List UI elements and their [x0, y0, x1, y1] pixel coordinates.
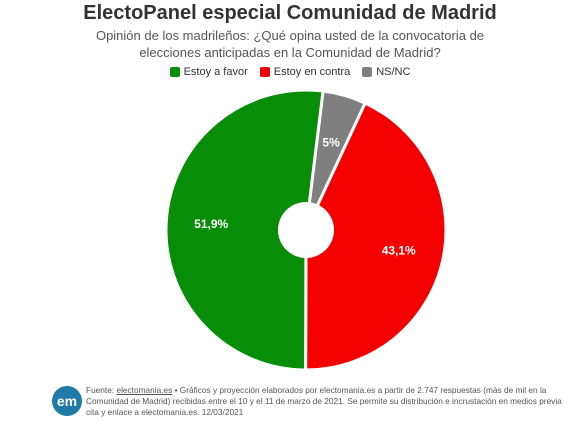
legend-swatch-nsnc: [362, 67, 373, 77]
footer-source-label: Fuente:: [86, 385, 117, 395]
legend-item-contra[interactable]: Estoy en contra: [259, 66, 351, 78]
legend-swatch-favor: [169, 67, 180, 77]
footer-source-text: • Gráficos y proyección elaborados por e…: [86, 385, 562, 417]
legend-item-favor[interactable]: Estoy a favor: [169, 66, 248, 78]
legend-swatch-contra: [259, 67, 270, 77]
pie-slice-estoy-en-contra[interactable]: [304, 101, 448, 372]
pie-slice-estoy-a-favor[interactable]: [164, 88, 325, 372]
legend-label-nsnc: NS/NC: [376, 66, 411, 78]
chart-title: ElectoPanel especial Comunidad de Madrid: [83, 2, 497, 24]
donut-hole: [278, 202, 334, 258]
chart-legend: Estoy a favor Estoy en contra NS/NC: [0, 66, 580, 78]
footer-source-link[interactable]: electomania.es: [116, 385, 173, 395]
data-label-estoy-a-favor: 51,9%: [194, 217, 228, 231]
footer-source: Fuente: electomania.es • Gráficos y proy…: [86, 385, 566, 418]
legend-item-nsnc[interactable]: NS/NC: [362, 66, 410, 78]
electomania-logo: em: [52, 386, 82, 416]
chart-subtitle: Opinión de los madrileños: ¿Qué opina us…: [95, 28, 485, 60]
data-label-estoy-en-contra: 43,1%: [382, 244, 416, 258]
legend-label-favor: Estoy a favor: [183, 66, 248, 78]
data-label-ns-nc: 5%: [322, 136, 340, 150]
legend-label-contra: Estoy en contra: [273, 66, 351, 78]
